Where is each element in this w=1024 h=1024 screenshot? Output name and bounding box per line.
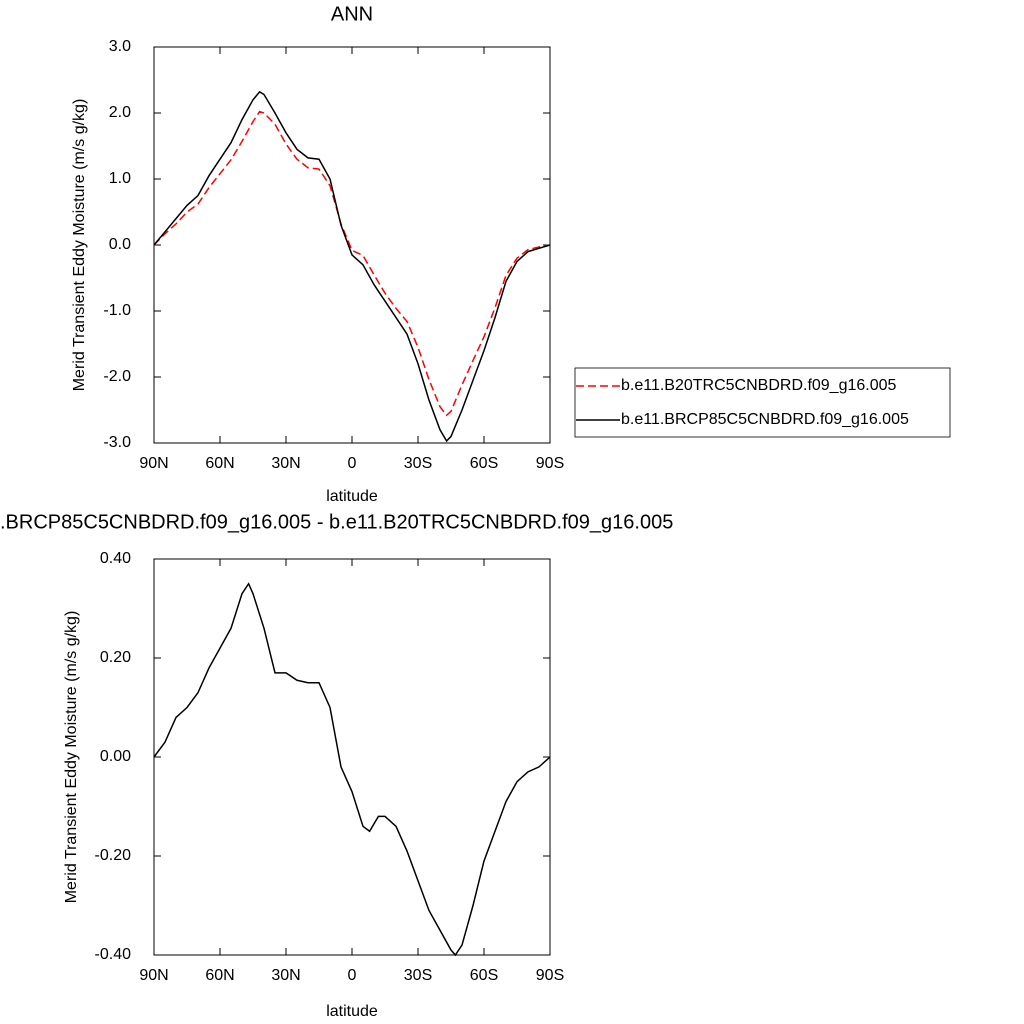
y-tick-label: 3.0 (109, 38, 131, 55)
legend-label: b.e11.B20TRC5CNBDRD.f09_g16.005 (621, 377, 897, 394)
chart-title: .BRCP85C5CNBDRD.f09_g16.005 - b.e11.B20T… (0, 511, 673, 533)
x-tick-label: 60N (205, 455, 234, 472)
x-tick-label: 90N (139, 967, 168, 984)
x-tick-label: 0 (348, 967, 357, 984)
x-tick-label: 0 (348, 455, 357, 472)
chart-title: ANN (331, 3, 373, 25)
y-tick-label: 2.0 (109, 104, 131, 121)
x-tick-label: 60S (470, 967, 498, 984)
plot-frame (153, 46, 551, 444)
y-tick-label: -0.20 (95, 847, 132, 864)
legend-label: b.e11.BRCP85C5CNBDRD.f09_g16.005 (621, 411, 909, 428)
y-axis-label: Merid Transient Eddy Moisture (m/s g/kg) (71, 99, 88, 392)
x-tick-label: 90N (139, 455, 168, 472)
x-tick-label: 30S (404, 455, 432, 472)
y-tick-label: -1.0 (103, 302, 131, 319)
y-tick-label: 0.20 (100, 649, 131, 666)
y-tick-label: -3.0 (103, 434, 131, 451)
x-tick-label: 60N (205, 967, 234, 984)
x-axis-label: latitude (326, 1003, 378, 1020)
y-tick-label: 0.0 (109, 236, 131, 253)
y-tick-label: -2.0 (103, 368, 131, 385)
legend-box (574, 367, 951, 438)
y-tick-label: 1.0 (109, 170, 131, 187)
x-tick-label: 90S (536, 455, 564, 472)
y-axis-label: Merid Transient Eddy Moisture (m/s g/kg) (63, 611, 80, 904)
y-tick-label: 0.00 (100, 748, 131, 765)
x-tick-label: 30N (271, 455, 300, 472)
y-tick-label: -0.40 (95, 946, 132, 963)
data-line (153, 110, 551, 417)
plot-frame (153, 558, 551, 956)
x-tick-label: 30S (404, 967, 432, 984)
x-tick-label: 90S (536, 967, 564, 984)
x-axis-label: latitude (326, 488, 378, 505)
y-tick-label: 0.40 (100, 550, 131, 567)
data-line (153, 90, 551, 443)
data-line (153, 582, 551, 957)
x-tick-label: 60S (470, 455, 498, 472)
x-tick-label: 30N (271, 967, 300, 984)
